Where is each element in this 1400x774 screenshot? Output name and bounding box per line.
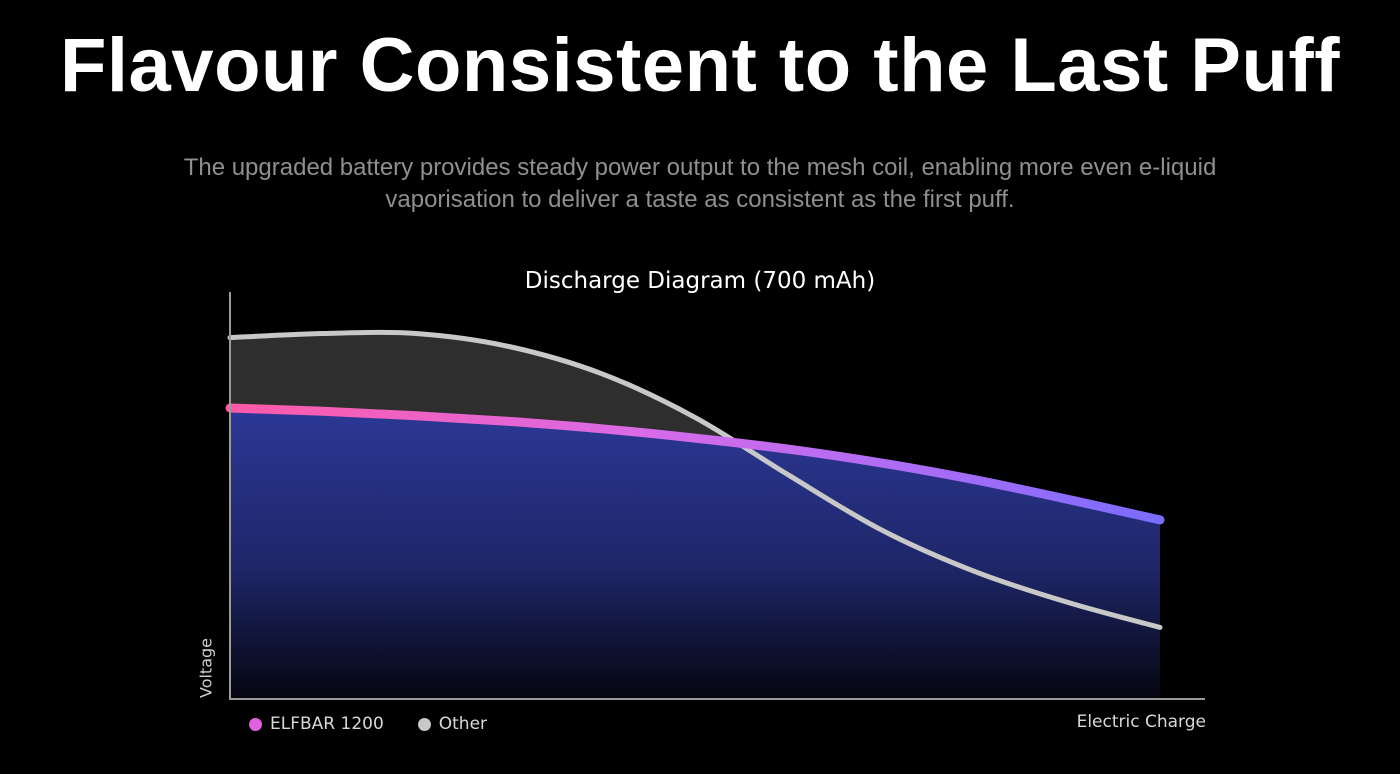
legend-item-other: Other bbox=[417, 714, 488, 734]
other-line bbox=[227, 329, 1163, 630]
chart-legend: ELFBAR 1200 Other bbox=[249, 714, 521, 734]
legend-swatch-other bbox=[417, 717, 431, 731]
legend-swatch-elfbar bbox=[249, 717, 262, 731]
series-layer bbox=[225, 329, 1165, 699]
legend-label-elfbar: ELFBAR 1200 bbox=[270, 714, 384, 734]
y-axis-label: Voltage bbox=[196, 637, 216, 699]
legend-label-other: Other bbox=[438, 714, 488, 734]
page-headline: Flavour Consistent to the Last Puff bbox=[60, 23, 1340, 108]
legend-item-elfbar: ELFBAR 1200 bbox=[249, 714, 384, 734]
elfbar-line bbox=[225, 403, 1165, 525]
chart-title: Discharge Diagram (700 mAh) bbox=[524, 268, 876, 294]
x-axis-label: Electric Charge bbox=[1076, 712, 1206, 732]
page-description: The upgraded battery provides steady pow… bbox=[183, 154, 1217, 213]
elfbar-area bbox=[230, 408, 1160, 699]
